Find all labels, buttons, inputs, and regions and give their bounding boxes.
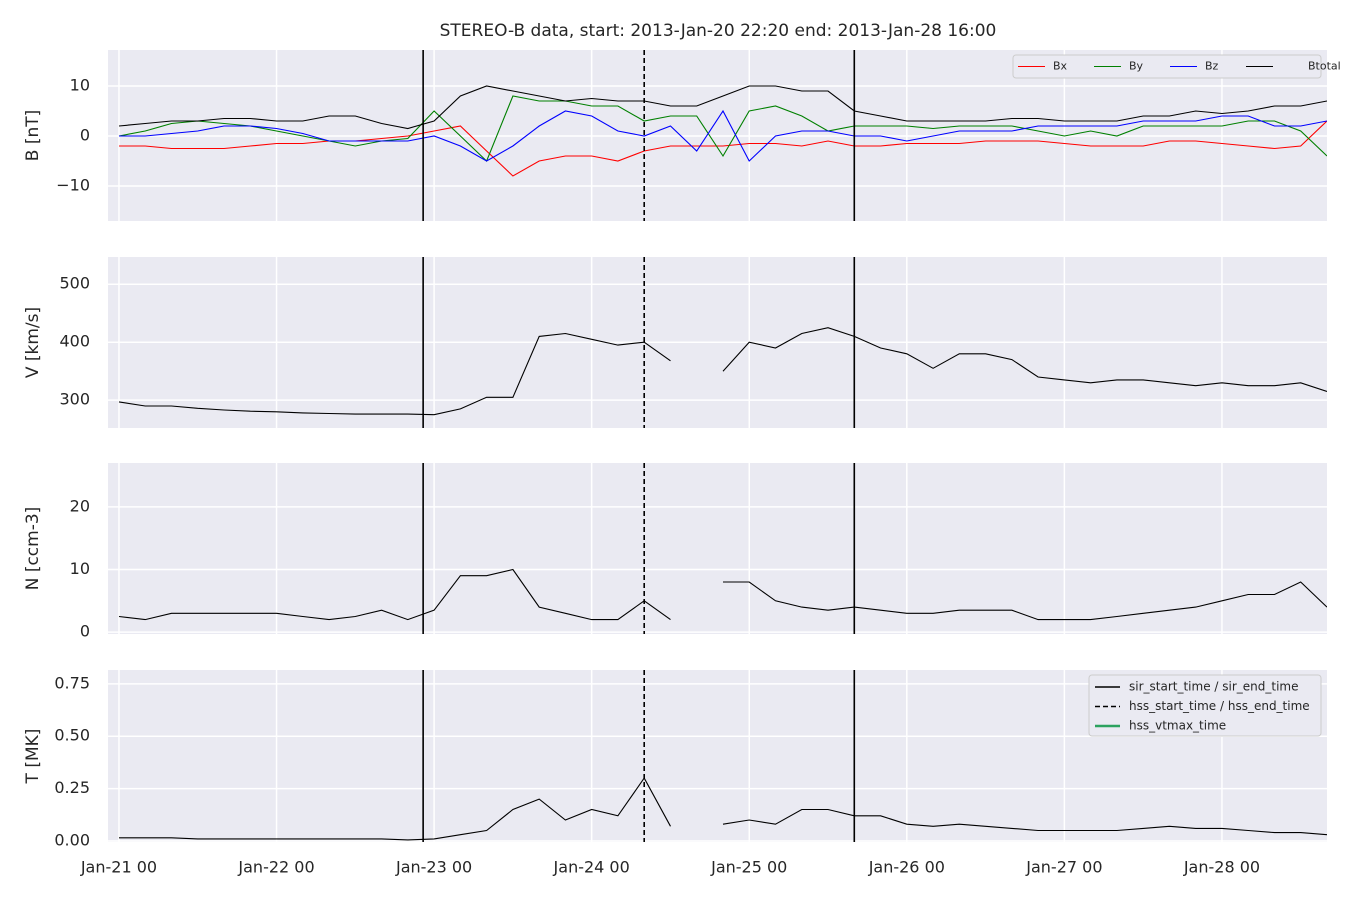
- legend-label: hss_vtmax_time: [1129, 719, 1226, 733]
- x-tick-label: Jan-25 00: [710, 858, 787, 877]
- y-axis-label: N [ccm-3]: [23, 507, 43, 591]
- series-line: [119, 120, 1327, 177]
- series-line: [118, 327, 1327, 416]
- x-tick-label: Jan-21 00: [80, 858, 157, 877]
- legend-label: Bx: [1053, 60, 1068, 73]
- series-line: [118, 85, 1327, 130]
- y-tick-label: 20: [70, 496, 90, 515]
- y-axis-label: B [nT]: [23, 110, 43, 162]
- series-line: [118, 568, 1327, 621]
- legend-label: sir_start_time / sir_end_time: [1129, 680, 1299, 694]
- y-axis-label: T [MK]: [23, 729, 43, 785]
- x-tick-label: Jan-28 00: [1183, 858, 1260, 877]
- x-tick-label: Jan-27 00: [1025, 858, 1102, 877]
- y-tick-label: 10: [70, 76, 90, 95]
- y-tick-label: 400: [59, 332, 90, 351]
- x-tick-label: Jan-22 00: [237, 858, 314, 877]
- figure-title: STEREO-B data, start: 2013-Jan-20 22:20 …: [440, 21, 997, 41]
- y-tick-label: 0.00: [54, 830, 90, 849]
- y-tick-label: 0: [80, 126, 90, 145]
- y-tick-label: −10: [56, 176, 90, 195]
- series-line: [118, 95, 1327, 162]
- legend-label: hss_start_time / hss_end_time: [1129, 699, 1310, 713]
- series-line: [119, 109, 1327, 162]
- x-tick-label: Jan-23 00: [395, 858, 472, 877]
- plot-background: [108, 463, 1327, 634]
- y-tick-label: 0: [80, 622, 90, 641]
- legend-label: Btotal: [1308, 60, 1341, 73]
- x-tick-label: Jan-26 00: [868, 858, 945, 877]
- y-tick-label: 0.50: [54, 726, 90, 745]
- legend-box: [1088, 674, 1322, 737]
- y-axis-label: V [km/s]: [23, 307, 43, 378]
- legend-box: [1012, 54, 1322, 79]
- y-tick-label: 0.25: [54, 778, 90, 797]
- legend-label: Bz: [1205, 60, 1219, 73]
- y-tick-label: 500: [59, 274, 90, 293]
- legend-label: By: [1129, 60, 1144, 73]
- y-tick-label: 300: [59, 390, 90, 409]
- x-tick-label: Jan-24 00: [553, 858, 630, 877]
- y-tick-label: 0.75: [54, 673, 90, 692]
- series-line: [119, 777, 1327, 841]
- y-tick-label: 10: [70, 559, 90, 578]
